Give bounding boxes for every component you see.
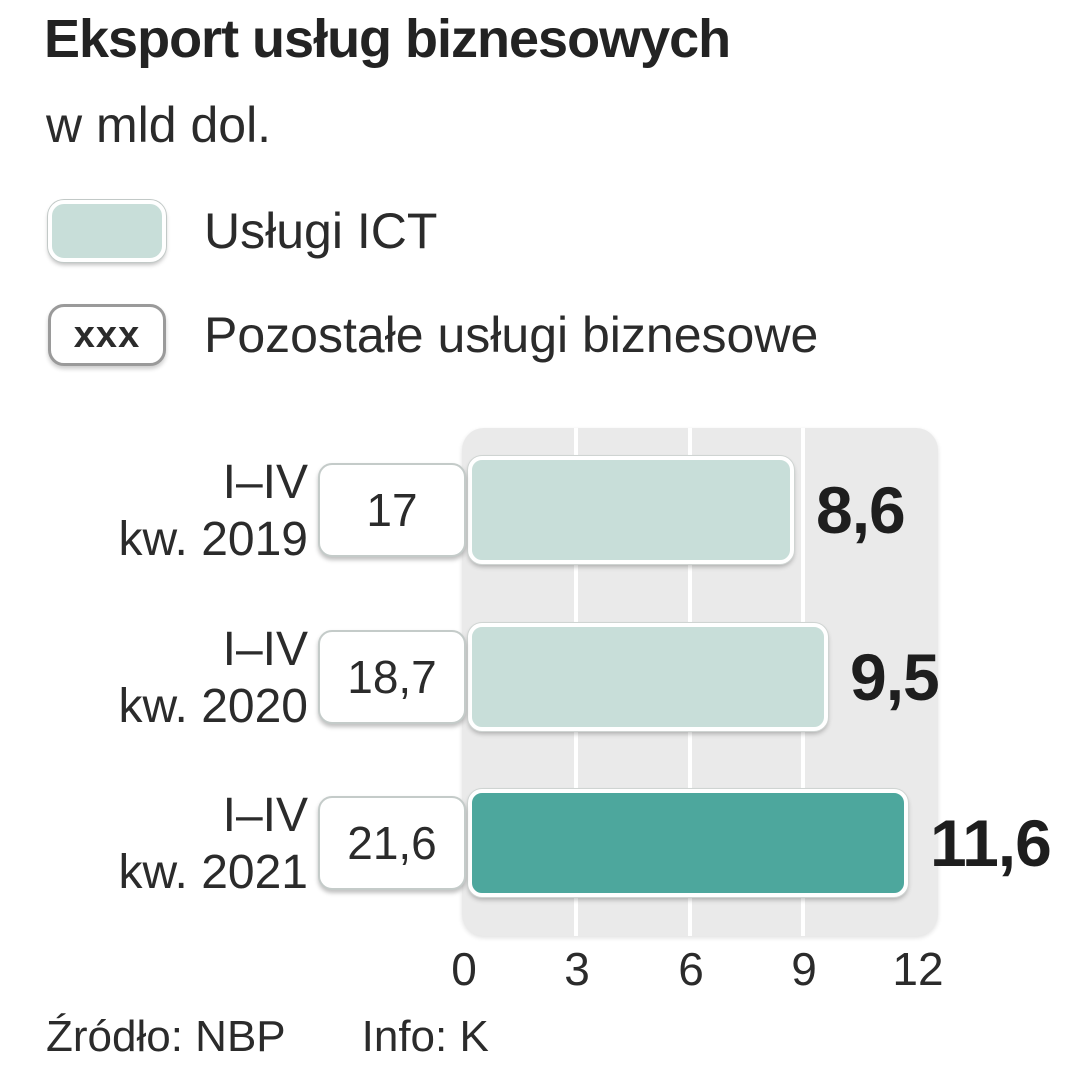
category-label-line1: I–IV <box>222 789 308 842</box>
legend: Usługi ICT xxx Pozostałe usługi biznesow… <box>48 198 818 406</box>
legend-ict-label: Usługi ICT <box>204 203 438 259</box>
other-services-value-box: 18,7 <box>318 630 466 724</box>
ict-bar-value: 9,5 <box>850 640 940 714</box>
category-label-line1: I–IV <box>222 623 308 676</box>
bar-row-2021: 21,6 11,6 <box>318 789 1052 897</box>
x-tick-12: 12 <box>892 943 944 995</box>
legend-ict-swatch <box>48 200 166 262</box>
ict-bar <box>468 789 908 897</box>
ict-bar <box>468 623 828 731</box>
x-tick-6: 6 <box>678 943 704 995</box>
source-text: Źródło: NBP <box>46 1012 286 1061</box>
x-tick-9: 9 <box>791 943 817 995</box>
ict-bar <box>468 456 794 564</box>
chart-subtitle: w mld dol. <box>46 97 272 153</box>
chart-title: Eksport usług biznesowych <box>44 9 731 69</box>
other-services-value-box: 21,6 <box>318 796 466 890</box>
x-tick-0: 0 <box>451 943 477 995</box>
ict-bar-value: 11,6 <box>930 806 1052 880</box>
info-text: Info: K <box>361 1012 489 1061</box>
ict-bar-value: 8,6 <box>816 473 906 547</box>
x-tick-3: 3 <box>564 943 590 995</box>
legend-item-other: xxx Pozostałe usługi biznesowe <box>48 302 818 368</box>
category-label-2020: I–IV kw. 2020 <box>0 621 308 735</box>
legend-other-label: Pozostałe usługi biznesowe <box>204 307 819 363</box>
category-label-line2: kw. 2019 <box>118 513 308 566</box>
bar-row-2019: 17 8,6 <box>318 456 906 564</box>
category-label-line2: kw. 2020 <box>118 680 308 733</box>
x-axis: 0 3 6 9 12 <box>0 942 1078 1002</box>
legend-other-swatch: xxx <box>48 304 166 366</box>
legend-item-ict: Usługi ICT <box>48 198 818 264</box>
category-label-line1: I–IV <box>222 456 308 509</box>
category-label-2019: I–IV kw. 2019 <box>0 454 308 568</box>
footer: Źródło: NBP Info: K <box>46 1012 489 1062</box>
other-services-value-box: 17 <box>318 463 466 557</box>
bar-row-2020: 18,7 9,5 <box>318 623 940 731</box>
category-label-2021: I–IV kw. 2021 <box>0 787 308 901</box>
category-label-line2: kw. 2021 <box>118 846 308 899</box>
